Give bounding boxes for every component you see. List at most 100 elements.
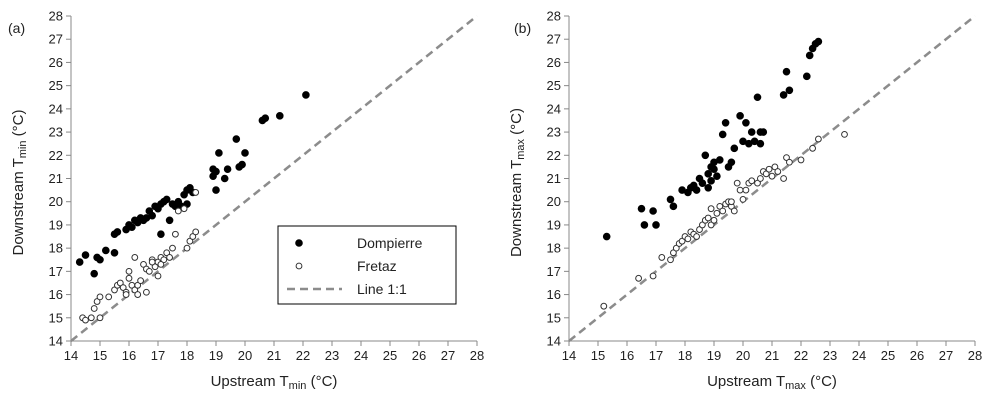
y-tick-label: 28	[547, 9, 561, 24]
x-tick-label: 28	[968, 348, 982, 363]
legend-line-label: Line 1:1	[357, 281, 407, 297]
dompierre-point	[212, 186, 220, 194]
fretaz-point	[768, 172, 776, 180]
dompierre-point	[669, 202, 678, 211]
dompierre-point	[157, 230, 165, 239]
dompierre-point	[162, 195, 171, 204]
fretaz-point	[774, 168, 782, 175]
fretaz-point	[145, 267, 153, 275]
dompierre-point	[666, 195, 675, 204]
dompierre-point	[223, 165, 232, 174]
fretaz-point	[169, 244, 176, 252]
x-tick-label: 17	[649, 348, 663, 363]
dompierre-point	[701, 151, 710, 160]
dompierre-point	[238, 160, 246, 169]
y-tick-label: 26	[547, 55, 561, 70]
y-tick-label: 14	[49, 334, 63, 349]
fretaz-point	[143, 288, 150, 296]
dompierre-point	[779, 91, 788, 99]
dompierre-point	[785, 86, 794, 95]
legend-box	[277, 225, 457, 305]
y-tick-label: 23	[49, 125, 63, 140]
x-tick-label: 20	[736, 348, 750, 363]
dompierre-point	[730, 144, 739, 153]
y-tick-label: 24	[49, 101, 63, 116]
line-1-1	[70, 15, 478, 342]
y-tick-label: 22	[547, 148, 561, 163]
fretaz-point	[815, 135, 822, 143]
x-axis-title: Upstream Tmax (°C)	[707, 373, 837, 392]
dompierre-point	[803, 72, 811, 81]
x-tick-label: 26	[412, 348, 426, 363]
dompierre-point	[640, 221, 649, 229]
dompierre-point	[704, 170, 713, 178]
x-tick-label: 17	[151, 348, 165, 363]
y-tick-label: 27	[547, 32, 561, 47]
x-axis-title: Upstream Tmin (°C)	[211, 373, 338, 392]
dompierre-point	[805, 51, 814, 60]
dompierre-point	[704, 183, 713, 192]
y-tick-label: 21	[547, 171, 561, 186]
y-tick-label: 25	[547, 78, 561, 93]
fretaz-point	[748, 177, 756, 185]
dompierre-point	[168, 200, 177, 208]
dompierre-point	[302, 91, 310, 99]
fretaz-point	[710, 216, 718, 224]
fretaz-point	[707, 205, 715, 213]
dompierre-point	[212, 167, 220, 176]
dompierre-point	[713, 172, 721, 180]
panel-label: (a)	[8, 20, 25, 36]
fretaz-point	[841, 130, 848, 138]
legend-dompierre-label: Dompierre	[357, 235, 423, 251]
x-tick-label: 20	[238, 348, 252, 363]
fretaz-point	[704, 214, 712, 222]
fretaz-point	[757, 175, 764, 182]
fretaz-point	[154, 272, 162, 280]
dompierre-series	[602, 37, 823, 241]
dompierre-point	[756, 139, 765, 148]
x-tick-label: 25	[881, 348, 895, 363]
dompierre-point	[710, 165, 718, 174]
y-tick-label: 24	[547, 101, 561, 116]
y-tick-label: 15	[49, 310, 63, 325]
fretaz-point	[713, 209, 721, 217]
x-tick-label: 23	[325, 348, 339, 363]
legend-dompierre-marker	[295, 239, 303, 247]
fretaz-point	[82, 316, 89, 324]
legend-fretaz-label: Fretaz	[357, 258, 397, 274]
dompierre-point	[602, 232, 611, 241]
dompierre-point	[782, 67, 791, 76]
y-axis-title: Downstream Tmin (°C)	[10, 110, 29, 256]
fretaz-series	[600, 130, 848, 310]
x-tick-label: 14	[562, 348, 576, 363]
panel-label: (b)	[514, 20, 531, 36]
dompierre-point	[759, 128, 768, 136]
dompierre-point	[707, 177, 715, 185]
fretaz-point	[736, 186, 744, 194]
fretaz-point	[658, 254, 666, 261]
dompierre-point	[96, 255, 104, 264]
x-tick-label: 18	[678, 348, 692, 363]
x-tick-label: 15	[93, 348, 107, 363]
x-tick-label: 15	[591, 348, 605, 363]
y-tick-label: 19	[547, 217, 561, 232]
y-tick-label: 17	[49, 264, 63, 279]
dompierre-point	[637, 204, 646, 213]
dompierre-point	[232, 135, 241, 143]
x-tick-label: 27	[441, 348, 455, 363]
x-tick-label: 16	[122, 348, 136, 363]
legend-fretaz-marker	[295, 262, 303, 270]
y-tick-label: 27	[49, 32, 63, 47]
fretaz-point	[649, 272, 657, 280]
dompierre-point	[128, 223, 136, 232]
fretaz-point	[192, 228, 200, 236]
dompierre-point	[90, 269, 98, 278]
dompierre-point	[736, 112, 744, 120]
fretaz-point	[148, 258, 156, 266]
dompierre-point	[75, 258, 84, 266]
x-tick-label: 24	[354, 348, 368, 363]
fretaz-point	[180, 205, 188, 213]
x-tick-label: 22	[296, 348, 310, 363]
